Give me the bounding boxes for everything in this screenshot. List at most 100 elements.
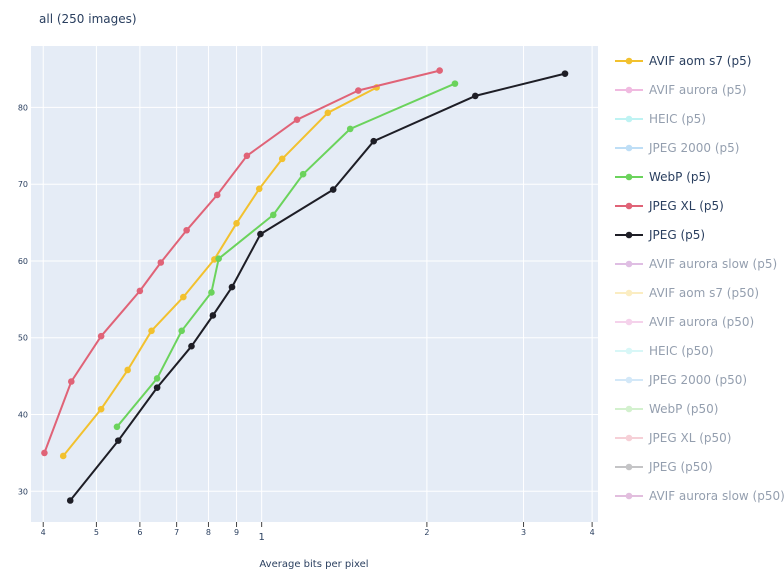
data-point[interactable] bbox=[68, 378, 75, 385]
data-point[interactable] bbox=[370, 137, 377, 145]
data-point[interactable] bbox=[451, 80, 459, 87]
x-tick-label: 4 bbox=[590, 528, 595, 537]
legend-label: AVIF aurora slow (p50) bbox=[649, 489, 784, 503]
legend-label: JPEG (p5) bbox=[648, 228, 705, 242]
data-point[interactable] bbox=[178, 327, 185, 335]
data-point[interactable] bbox=[436, 67, 443, 74]
plot-area[interactable] bbox=[31, 46, 598, 522]
y-tick-label: 80 bbox=[18, 103, 28, 112]
x-axis-title: Average bits per pixel bbox=[259, 559, 368, 570]
data-point[interactable] bbox=[561, 70, 569, 77]
data-point[interactable] bbox=[293, 116, 301, 124]
legend-swatch-marker bbox=[625, 405, 633, 413]
data-point[interactable] bbox=[209, 312, 217, 319]
legend-item[interactable]: HEIC (p5) bbox=[615, 112, 706, 126]
data-point[interactable] bbox=[114, 437, 122, 444]
data-point[interactable] bbox=[183, 226, 190, 234]
data-point[interactable] bbox=[188, 342, 195, 350]
data-point[interactable] bbox=[66, 497, 74, 504]
series-avif-aom-s7-p5 bbox=[59, 84, 380, 460]
data-point[interactable] bbox=[136, 287, 144, 295]
legend-item[interactable]: JPEG XL (p50) bbox=[615, 431, 731, 445]
data-point[interactable] bbox=[213, 191, 221, 199]
y-axis-ticks: 30 40 50 60 70 80 bbox=[18, 103, 28, 496]
legend-item[interactable]: WebP (p5) bbox=[615, 170, 711, 184]
x-tick-label: 5 bbox=[94, 528, 99, 537]
legend-item[interactable]: HEIC (p50) bbox=[615, 344, 714, 358]
x-tick-label: 3 bbox=[521, 528, 526, 537]
data-point[interactable] bbox=[41, 449, 48, 457]
legend-label: AVIF aurora (p50) bbox=[649, 315, 754, 329]
x-tick-label: 8 bbox=[206, 528, 211, 537]
legend-label: JPEG XL (p50) bbox=[648, 431, 731, 445]
legend-item[interactable]: AVIF aom s7 (p5) bbox=[615, 54, 751, 68]
data-point[interactable] bbox=[299, 170, 307, 178]
x-tick-label: 7 bbox=[174, 528, 179, 537]
legend-label: JPEG 2000 (p5) bbox=[648, 141, 739, 155]
y-tick-label: 70 bbox=[18, 180, 28, 189]
legend-swatch-marker bbox=[625, 318, 633, 326]
legend-label: AVIF aom s7 (p5) bbox=[649, 54, 751, 68]
data-point[interactable] bbox=[180, 293, 187, 301]
chart-title: all (250 images) bbox=[39, 12, 137, 26]
legend-swatch-marker bbox=[625, 231, 633, 239]
legend: AVIF aom s7 (p5) AVIF aurora (p5) HEIC (p5… bbox=[615, 54, 784, 503]
legend-label: WebP (p5) bbox=[649, 170, 711, 184]
legend-label: JPEG (p50) bbox=[648, 460, 713, 474]
legend-label: AVIF aurora (p5) bbox=[649, 83, 747, 97]
legend-swatch-marker bbox=[625, 376, 633, 384]
legend-item[interactable]: AVIF aurora (p5) bbox=[615, 83, 747, 97]
legend-label: JPEG 2000 (p50) bbox=[648, 373, 747, 387]
legend-item[interactable]: JPEG XL (p5) bbox=[615, 199, 724, 213]
legend-item[interactable]: AVIF aurora slow (p50) bbox=[615, 489, 784, 503]
data-point[interactable] bbox=[257, 230, 264, 238]
legend-item[interactable]: AVIF aom s7 (p50) bbox=[615, 286, 759, 300]
data-point[interactable] bbox=[471, 92, 479, 100]
series-layer bbox=[41, 67, 569, 504]
data-point[interactable] bbox=[97, 405, 105, 413]
legend-item[interactable]: JPEG (p5) bbox=[615, 228, 705, 242]
data-point[interactable] bbox=[355, 87, 362, 94]
y-tick-label: 30 bbox=[18, 487, 28, 496]
legend-swatch-marker bbox=[625, 57, 633, 65]
data-point[interactable] bbox=[215, 255, 222, 262]
legend-label: JPEG XL (p5) bbox=[648, 199, 724, 213]
data-point[interactable] bbox=[113, 423, 121, 431]
legend-swatch-marker bbox=[625, 202, 633, 210]
data-point[interactable] bbox=[157, 259, 165, 266]
data-point[interactable] bbox=[243, 152, 251, 160]
legend-item[interactable]: JPEG (p50) bbox=[615, 460, 713, 474]
data-point[interactable] bbox=[153, 384, 161, 391]
grid-lines bbox=[31, 46, 598, 522]
x-axis-ticks: 4 5 6 7 8 9 1 2 3 4 bbox=[41, 522, 595, 543]
data-point[interactable] bbox=[269, 211, 277, 219]
legend-swatch-marker bbox=[625, 463, 633, 471]
data-point[interactable] bbox=[233, 220, 240, 227]
x-tick-label: 9 bbox=[234, 528, 239, 537]
legend-label: AVIF aurora slow (p5) bbox=[649, 257, 777, 271]
legend-label: HEIC (p5) bbox=[649, 112, 706, 126]
data-point[interactable] bbox=[148, 327, 155, 335]
data-point[interactable] bbox=[278, 155, 286, 163]
legend-item[interactable]: WebP (p50) bbox=[615, 402, 718, 416]
data-point[interactable] bbox=[153, 375, 161, 382]
y-tick-label: 50 bbox=[18, 334, 28, 343]
data-point[interactable] bbox=[124, 366, 131, 374]
data-point[interactable] bbox=[208, 289, 215, 296]
legend-item[interactable]: AVIF aurora (p50) bbox=[615, 315, 754, 329]
data-point[interactable] bbox=[329, 186, 337, 193]
legend-item[interactable]: JPEG 2000 (p5) bbox=[615, 141, 739, 155]
data-point[interactable] bbox=[228, 283, 236, 291]
data-point[interactable] bbox=[255, 185, 263, 193]
x-tick-label: 4 bbox=[41, 528, 46, 537]
legend-item[interactable]: AVIF aurora slow (p5) bbox=[615, 257, 777, 271]
legend-swatch-marker bbox=[625, 434, 633, 442]
legend-swatch-marker bbox=[625, 260, 633, 268]
data-point[interactable] bbox=[324, 109, 332, 117]
data-point[interactable] bbox=[59, 452, 67, 460]
legend-item[interactable]: JPEG 2000 (p50) bbox=[615, 373, 747, 387]
data-point[interactable] bbox=[97, 332, 105, 340]
y-tick-label: 60 bbox=[18, 257, 28, 266]
data-point[interactable] bbox=[346, 125, 354, 133]
